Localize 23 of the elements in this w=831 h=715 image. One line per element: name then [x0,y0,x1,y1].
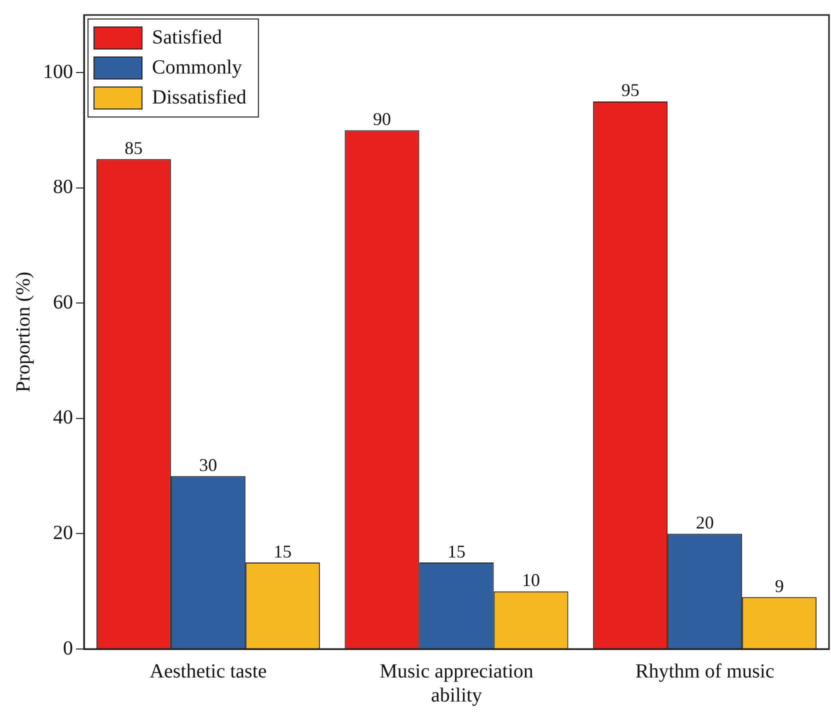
y-tick-label: 40 [53,406,73,429]
data-label: 95 [621,80,640,100]
y-tick-label: 100 [43,60,73,83]
x-tick-label: Aesthetic taste [150,660,267,682]
data-label: 15 [448,541,466,562]
data-label: 85 [124,138,143,158]
data-label: 10 [522,570,540,590]
y-tick-label: 0 [63,637,73,660]
data-label: 90 [373,109,391,130]
y-tick-label: 60 [53,291,73,314]
data-label: 15 [274,541,292,562]
data-label: 9 [774,576,784,596]
data-label: 20 [696,512,714,532]
category-label: Music appreciation [380,660,534,682]
legend-label: Commonly [152,56,242,78]
y-axis-title: Proportion (%) [12,272,34,392]
legend-label: Dissatisfied [152,86,246,108]
y-tick-label: 20 [53,522,73,544]
x-tick-label: Rhythm of music [635,660,774,682]
y-tick-label: 80 [53,176,73,198]
category-label: ability [430,684,482,706]
legend-label: Satisfied [152,26,222,48]
data-label: 30 [199,454,218,475]
